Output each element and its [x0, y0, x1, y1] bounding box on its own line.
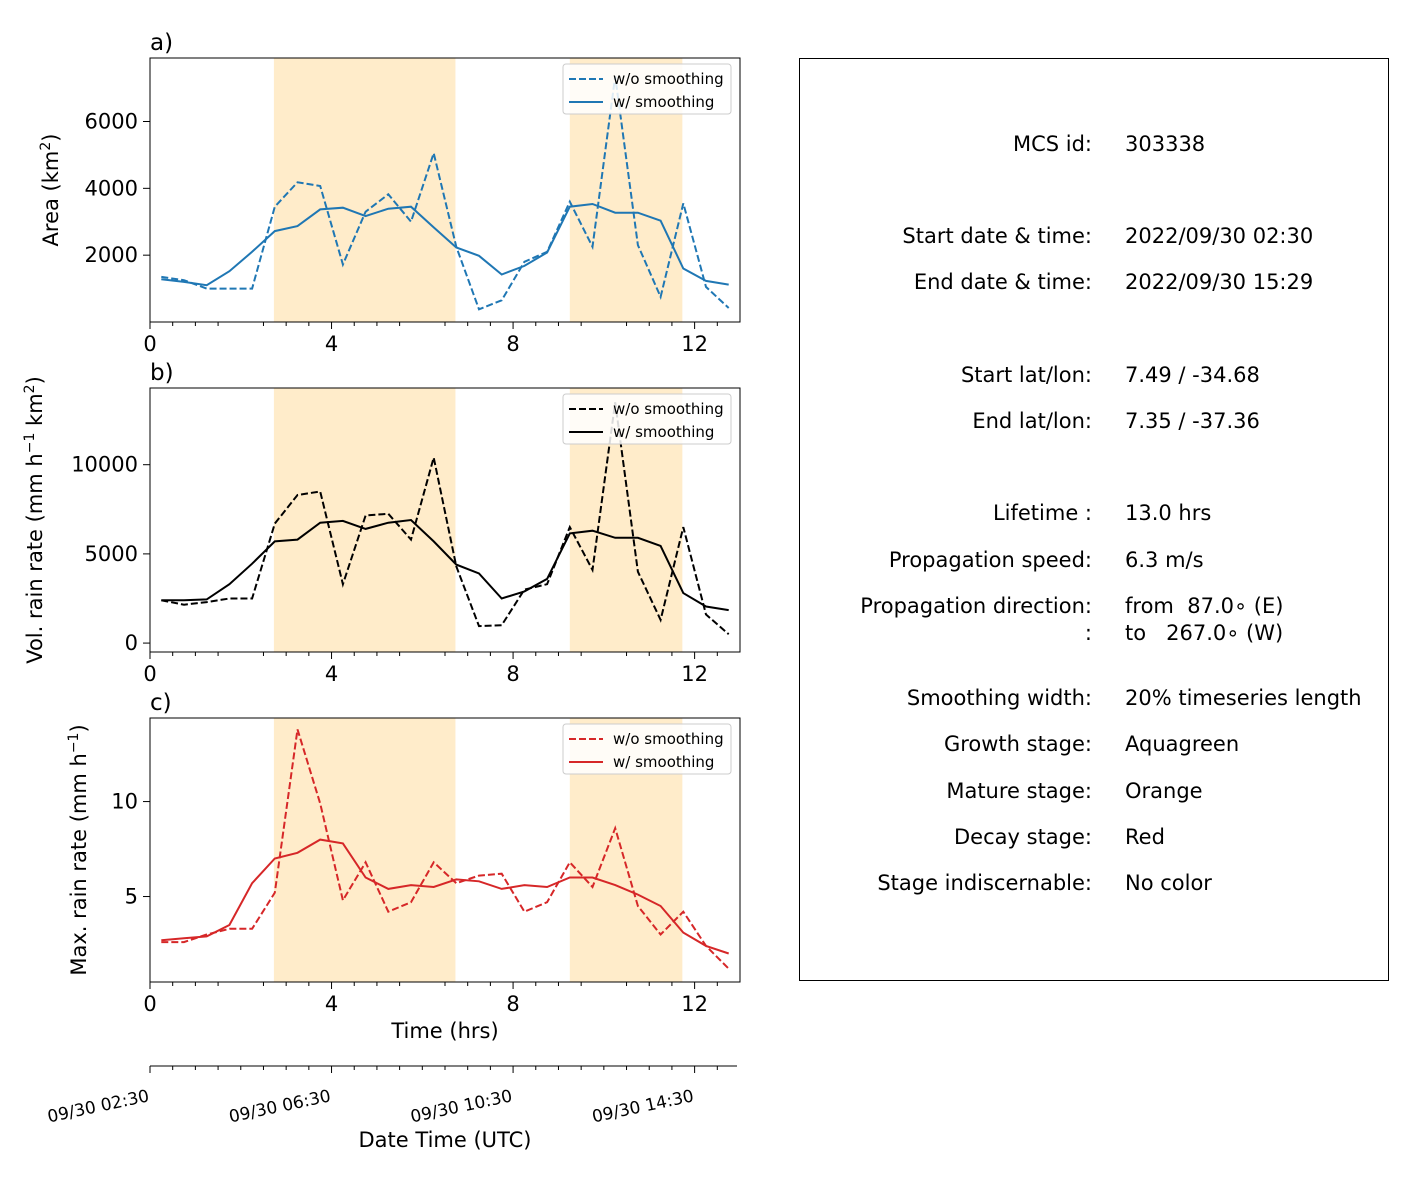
legend-label: w/ smoothing [613, 93, 714, 111]
info-value-growth: Aquagreen [1125, 732, 1240, 756]
x-tick-label: 0 [143, 662, 156, 686]
legend-label: w/ smoothing [613, 753, 714, 771]
y-axis-label-part: km [23, 393, 47, 432]
y-tick-label: 6000 [85, 109, 138, 133]
panel-b: 0 4 8 12 0 5000 10000 b) Vol. rain rate (mm h−1 … [22, 360, 741, 686]
datetime-tick-label: 09/30 06:30 [227, 1086, 332, 1127]
y-tick-label: 5000 [85, 542, 138, 566]
legend-box [562, 393, 732, 445]
x-tick-label: 8 [506, 992, 519, 1016]
x-tick-label: 4 [325, 332, 338, 356]
info-key-lifetime: Lifetime : [992, 501, 1092, 525]
info-value-smoothing: 20% timeseries length [1125, 686, 1362, 710]
y-axis-label-part: ) [23, 376, 47, 384]
y-axis-label: Area (km2) [38, 134, 63, 247]
x-tick-label: 12 [681, 662, 708, 686]
series-line-smoothed [161, 518, 729, 612]
y-axis-label-part: Max. rain rate (mm h [67, 753, 91, 976]
stage-shade-0 [273, 58, 456, 322]
info-key-direction-2: : [1084, 621, 1092, 645]
info-value-decay: Red [1125, 825, 1165, 849]
info-key-mcs-id: MCS id: [1012, 132, 1092, 156]
legend: w/o smoothing w/ smoothing [562, 393, 732, 445]
info-value-lifetime: 13.0 hrs [1125, 501, 1212, 525]
info-key-start-time: Start date & time: [902, 224, 1092, 248]
legend-label: w/o smoothing [613, 70, 724, 88]
info-value-indiscernable: No color [1125, 871, 1212, 895]
x-tick-label: 4 [325, 662, 338, 686]
y-axis-label-part: −1 [66, 733, 82, 754]
x-axis-label: Time (hrs) [390, 1019, 498, 1043]
info-value-start-time: 2022/09/30 02:30 [1125, 224, 1314, 248]
datetime-axis: 09/30 02:30 09/30 06:30 09/30 10:30 09/30 1… [46, 1065, 737, 1152]
y-axis-label: Max. rain rate (mm h−1) [66, 724, 91, 975]
series-line-smoothed [161, 202, 729, 287]
y-axis-label-part: Area (km [39, 151, 63, 247]
x-tick-label: 0 [143, 332, 156, 356]
y-axis-label-part: Vol. rain rate (mm h [23, 453, 47, 664]
x-tick-label: 0 [143, 992, 156, 1016]
info-value-direction: from 87.0∘ (E) [1125, 594, 1284, 618]
legend-label: w/o smoothing [613, 400, 724, 418]
panel-c: 0 4 8 12 5 10 c) Max. rain rate (mm h−1) Time (h… [66, 690, 741, 1043]
x-tick-label: 12 [681, 332, 708, 356]
datetime-axis-label: Date Time (UTC) [359, 1128, 532, 1152]
datetime-tick-label: 09/30 10:30 [409, 1086, 514, 1127]
legend-label: w/o smoothing [613, 730, 724, 748]
datetime-tick-label: 09/30 14:30 [590, 1086, 695, 1127]
info-key-speed: Propagation speed: [888, 548, 1092, 572]
x-tick-label: 8 [506, 662, 519, 686]
info-key-end-latlon: End lat/lon: [972, 409, 1092, 433]
x-tick-label: 4 [325, 992, 338, 1016]
series-line-raw [161, 402, 730, 635]
legend-box [562, 63, 732, 115]
legend-box [562, 723, 732, 775]
y-axis-label-part: −1 [22, 433, 38, 454]
y-tick-label: 2000 [85, 243, 138, 267]
info-value-mcs-id: 303338 [1125, 132, 1206, 156]
series-line-smoothed [161, 838, 730, 955]
y-axis-label-part: 2 [22, 384, 38, 393]
info-key-indiscernable: Stage indiscernable: [877, 871, 1092, 895]
info-value-start-latlon: 7.49 / -34.68 [1125, 363, 1260, 387]
legend: w/o smoothing w/ smoothing [562, 63, 732, 115]
datetime-tick-label: 09/30 02:30 [46, 1086, 151, 1127]
panel-label: b) [150, 360, 174, 386]
series-line-raw [161, 76, 730, 311]
info-key-mature: Mature stage: [946, 779, 1092, 803]
y-tick-label: 5 [125, 885, 138, 909]
legend: w/o smoothing w/ smoothing [562, 723, 732, 775]
info-key-growth: Growth stage: [943, 732, 1092, 756]
legend-label: w/ smoothing [613, 423, 714, 441]
info-value-direction-2: to 267.0∘ (W) [1125, 621, 1284, 645]
info-key-start-latlon: Start lat/lon: [960, 363, 1092, 387]
y-tick-label: 0 [125, 631, 138, 655]
x-tick-label: 12 [681, 992, 708, 1016]
info-value-mature: Orange [1125, 779, 1203, 803]
panel-label: a) [150, 30, 173, 56]
info-value-end-time: 2022/09/30 15:29 [1125, 270, 1314, 294]
y-axis-label-part: 2 [38, 142, 54, 151]
info-value-speed: 6.3 m/s [1125, 548, 1204, 572]
y-axis-label: Vol. rain rate (mm h−1 km2) [22, 376, 47, 664]
y-tick-label: 10 [111, 790, 138, 814]
info-key-end-time: End date & time: [913, 270, 1092, 294]
panel-label: c) [150, 690, 172, 716]
info-key-direction: Propagation direction: [860, 594, 1092, 618]
mcs-info-panel: MCS id: 303338 Start date & time: 2022/0… [799, 58, 1389, 981]
x-tick-label: 8 [506, 332, 519, 356]
panel-a: 0 4 8 12 2000 4000 6000 a) Area (km2) w/o smoothi… [38, 30, 741, 356]
y-axis-label-part: ) [39, 134, 63, 142]
info-key-decay: Decay stage: [954, 825, 1092, 849]
y-axis-label-part: ) [67, 724, 91, 732]
y-tick-label: 10000 [71, 453, 138, 477]
info-key-smoothing: Smoothing width: [906, 686, 1092, 710]
info-value-end-latlon: 7.35 / -37.36 [1125, 409, 1260, 433]
y-tick-label: 4000 [85, 176, 138, 200]
